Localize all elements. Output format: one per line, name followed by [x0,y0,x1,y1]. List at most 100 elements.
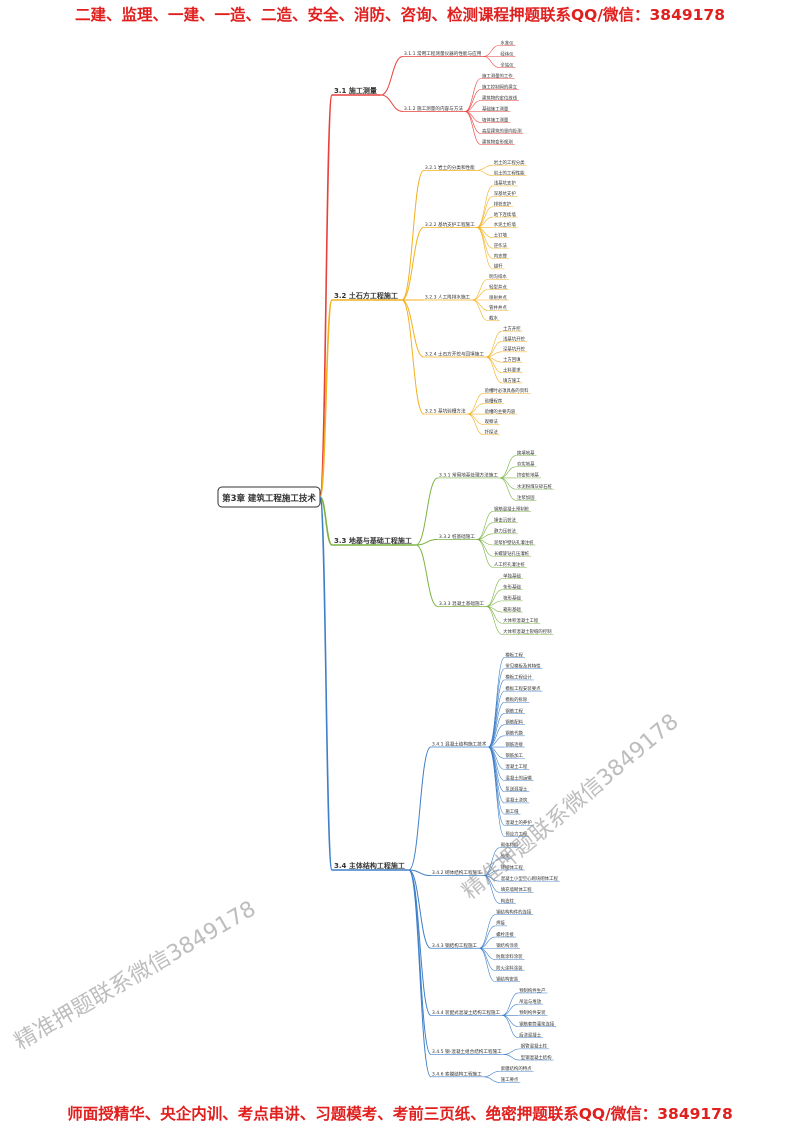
leaf-label: 砌体材料 [501,841,519,848]
leaf-label: 验槽时必须具备的资料 [485,387,530,394]
connector [488,735,505,748]
leaf-label: 填充墙砌体工程 [501,886,532,893]
branch-label: 3.3 地基与基础工程施工 [334,536,412,545]
topic-label: 3.4.3 钢结构工程施工 [432,942,478,949]
connector [472,299,489,311]
root-label: 第3章 建筑工程施工技术 [222,493,316,504]
connector [502,992,519,1016]
connector [499,455,517,479]
topic-label: 3.2.4 土石方开挖与回填施工 [425,351,484,358]
connector [415,538,438,546]
connector [401,169,425,301]
connector [483,1076,500,1083]
topic-label: 3.4.1 混凝土结构施工技术 [432,741,487,748]
leaf-label: 墙体施工测量 [482,116,509,123]
connector [483,847,500,876]
leaf-label: 混凝土的运输 [505,774,532,781]
connector [488,679,505,748]
leaf-label: 锤击沉桩法 [494,516,517,523]
leaf-label: 混凝土的养护 [505,819,532,826]
connector [499,477,517,501]
topic-label: 3.4.4 装配式混凝土结构工程施工 [432,1009,501,1016]
leaf-label: 钢筋工程 [505,707,523,714]
connector [488,746,505,815]
leaf-label: 预制构件安装 [519,1009,546,1016]
leaf-label: 钢筋连接 [505,741,523,748]
topic-label: 3.3.2 桩基础施工 [439,533,476,540]
connector [408,746,432,871]
topic-label: 3.2.5 基坑验槽方法 [425,408,466,415]
leaf-label: 土方回填 [503,356,521,363]
leaf-label: 观察法 [485,418,499,425]
leaf-label: 索膜结构的特点 [501,1065,532,1072]
connector [319,496,333,546]
connector [488,746,505,837]
leaf-label: 吊运与堆放 [519,998,542,1005]
connector [464,100,481,112]
branch-label: 3.4 主体结构工程施工 [334,861,405,870]
leaf-label: 岩土的工程分类 [494,159,525,166]
leaf-label: 水泥土桩墙 [494,221,517,228]
leaf-label: 钢筋加工 [505,752,523,759]
leaf-label: 钢筋混凝土预制桩 [494,505,530,512]
connector [476,206,493,228]
connector [499,466,516,479]
branch-label: 3.2 土石方工程施工 [334,291,398,300]
leaf-label: 大体积混凝土裂缝的控制 [503,628,552,635]
leaf-label: 内支撑 [494,252,508,259]
leaf-label: 建筑物变形观测 [482,138,513,145]
leaf-label: 逆作法 [494,242,508,249]
leaf-label: 锚杆 [494,263,503,270]
connector [479,947,496,960]
connector [467,393,484,415]
leaf-label: 型钢混凝土结构 [521,1054,552,1061]
leaf-label: 钢筋配料 [505,718,523,725]
leaf-label: 施工控制网的建立 [482,83,518,90]
connector [486,589,503,607]
leaf-label: 钢筋代换 [505,730,523,737]
leaf-label: 钢结构构件的连接 [496,909,532,916]
topic-label: 3.2.1 岩土的分类和性能 [425,164,475,171]
leaf-label: 全站仪 [500,61,514,68]
leaf-label: 地下连续墙 [494,211,517,218]
leaf-label: 验槽的主要内容 [485,408,516,415]
connector [483,45,500,57]
leaf-label: 钎探法 [485,429,499,436]
leaf-label: 建筑物的定位放线 [482,94,518,101]
leaf-label: 泵送混凝土 [505,786,528,793]
connector [408,869,432,1078]
leaf-label: 砖砌体工程 [501,864,524,871]
leaf-label: 土方开挖 [503,325,521,332]
leaf-label: 模板工程设计 [505,674,532,681]
connector [486,578,503,607]
connector [380,56,404,96]
connector [472,299,489,322]
leaf-label: 挤密桩地基 [517,472,540,479]
connector [415,544,439,607]
watermark: 精准押题联系微信3849178 [458,709,684,904]
leaf-label: 换填地基 [517,449,535,456]
connector [464,111,482,134]
connector [483,875,500,904]
leaf-label: 静力压桩法 [494,528,517,535]
connector [464,89,482,112]
connector [464,78,482,112]
connector [476,195,493,228]
connector [479,936,496,949]
connector [502,1015,519,1038]
leaf-label: 预应力工程 [505,830,528,837]
leaf-label: 土料要求 [503,366,521,373]
leaf-label: 泥浆护壁钻孔灌注桩 [494,539,534,546]
leaf-label: 箱形基础 [503,606,521,613]
connector [485,356,503,384]
leaf-label: 人工挖孔灌注桩 [494,561,525,568]
leaf-label: 长螺旋钻孔压灌桩 [494,550,530,557]
connector [486,606,503,635]
connector [464,111,481,123]
leaf-label: 构造柱 [501,897,515,904]
connector [467,403,484,415]
leaf-label: 常见模板及其特性 [505,663,541,670]
leaf-label: 防火涂料涂装 [496,964,523,971]
connector [319,496,333,871]
